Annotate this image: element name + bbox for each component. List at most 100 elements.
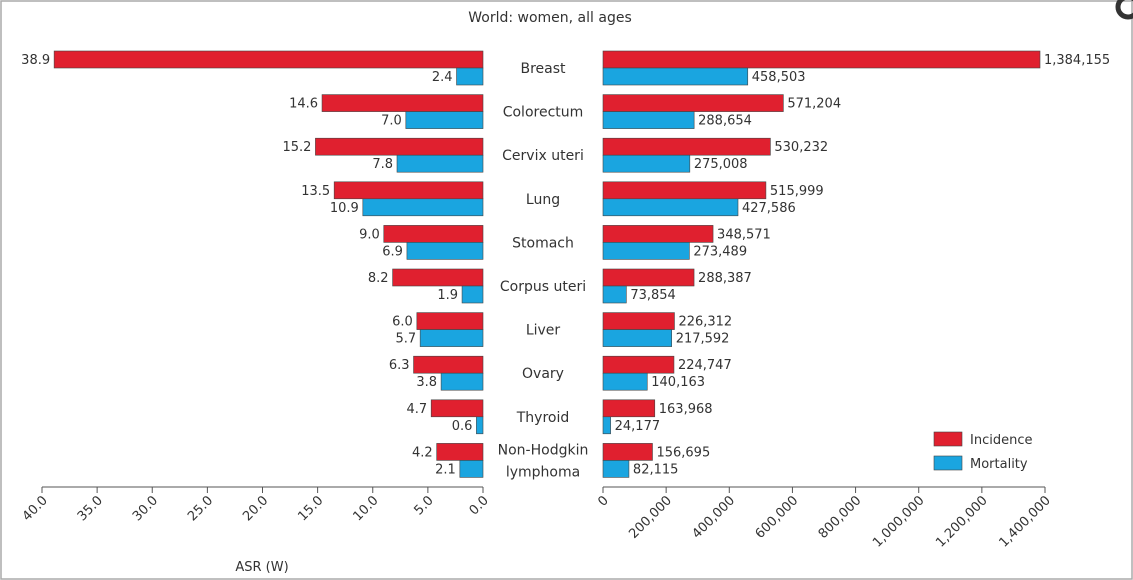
category-label: Lung xyxy=(526,192,560,208)
left-incidence-bar xyxy=(392,268,484,287)
left-incidence-bar xyxy=(416,312,484,330)
right-mortality-bar xyxy=(602,285,627,304)
category-label: Breast xyxy=(520,61,566,77)
right-incidence-value-label: 515,999 xyxy=(770,184,824,199)
category-label: Cervix uteri xyxy=(502,148,584,164)
right-incidence-value-label: 530,232 xyxy=(774,140,828,155)
right-mortality-bar xyxy=(602,329,672,347)
right-incidence-value-label: 156,695 xyxy=(656,445,710,460)
left-incidence-bar xyxy=(53,50,484,69)
right-mortality-bar xyxy=(602,198,739,217)
category-label: Ovary xyxy=(522,366,564,382)
right-mortality-bar xyxy=(602,416,611,435)
left-incidence-value-label: 14.6 xyxy=(289,97,318,112)
right-mortality-value-label: 82,115 xyxy=(633,462,679,477)
left-x-axis-label: ASR (W) xyxy=(235,560,288,575)
legend-swatch-mortality xyxy=(933,455,963,471)
right-incidence-bar xyxy=(602,355,675,374)
category-label: Stomach xyxy=(512,235,574,251)
legend-label-mortality: Mortality xyxy=(970,457,1028,472)
category-label: Colorectum xyxy=(503,105,584,121)
right-incidence-value-label: 348,571 xyxy=(717,227,771,242)
left-mortality-value-label: 5.7 xyxy=(395,332,416,347)
legend-label-incidence: Incidence xyxy=(970,433,1032,448)
right-mortality-bar xyxy=(602,154,691,173)
left-incidence-value-label: 15.2 xyxy=(282,140,311,155)
left-mortality-bar xyxy=(440,372,484,391)
left-incidence-value-label: 9.0 xyxy=(359,227,380,242)
right-mortality-value-label: 217,592 xyxy=(676,332,730,347)
left-panel: 38.9 2.4 14.6 7.0 15.2 7.8 13.510.99.06.9 8.2 1.… xyxy=(21,50,484,478)
chart-title: World: women, all ages xyxy=(468,10,632,26)
right-incidence-value-label: 224,747 xyxy=(678,358,732,373)
right-mortality-bar xyxy=(602,67,749,86)
left-mortality-bar xyxy=(476,416,484,435)
right-mortality-value-label: 427,586 xyxy=(742,201,796,216)
right-mortality-value-label: 140,163 xyxy=(651,375,705,390)
left-incidence-bar xyxy=(383,225,484,243)
right-incidence-value-label: 1,384,155 xyxy=(1044,53,1110,68)
left-mortality-bar xyxy=(461,285,484,304)
category-label: Liver xyxy=(526,323,561,339)
right-incidence-value-label: 571,204 xyxy=(787,97,841,112)
left-mortality-value-label: 3.8 xyxy=(416,375,437,390)
right-incidence-value-label: 226,312 xyxy=(678,315,732,330)
right-mortality-bar xyxy=(602,242,690,260)
left-mortality-bar xyxy=(406,242,484,260)
right-mortality-value-label: 273,489 xyxy=(693,244,747,259)
left-mortality-value-label: 7.0 xyxy=(381,114,402,129)
right-incidence-bar xyxy=(602,137,771,156)
left-incidence-bar xyxy=(430,399,484,418)
left-mortality-value-label: 10.9 xyxy=(330,201,359,216)
right-incidence-value-label: 288,387 xyxy=(698,271,752,286)
category-label: lymphoma xyxy=(506,464,580,480)
left-incidence-value-label: 13.5 xyxy=(301,184,330,199)
left-mortality-bar xyxy=(456,67,484,86)
right-panel: 1,384,155 458,503 571,204 288,654 530,232 275… xyxy=(602,50,1110,478)
right-incidence-bar xyxy=(602,94,784,112)
category-label: Thyroid xyxy=(516,410,570,426)
right-mortality-value-label: 73,854 xyxy=(630,288,676,303)
right-incidence-bar xyxy=(602,312,675,330)
category-labels: Breast Colorectum Cervix uteri Lung Stomach C… xyxy=(498,61,589,480)
right-incidence-value-label: 163,968 xyxy=(659,402,713,417)
right-incidence-bar xyxy=(602,225,714,243)
right-mortality-value-label: 24,177 xyxy=(615,419,661,434)
left-mortality-value-label: 2.1 xyxy=(435,462,456,477)
left-incidence-bar xyxy=(321,94,484,112)
left-mortality-value-label: 2.4 xyxy=(432,70,453,85)
right-incidence-bar xyxy=(602,268,695,287)
left-mortality-value-label: 0.6 xyxy=(452,419,473,434)
left-mortality-bar xyxy=(396,154,484,173)
left-mortality-value-label: 7.8 xyxy=(372,157,393,172)
right-incidence-bar xyxy=(602,181,767,200)
left-mortality-value-label: 1.9 xyxy=(437,288,458,303)
right-mortality-bar xyxy=(602,460,630,478)
left-incidence-value-label: 4.7 xyxy=(406,402,427,417)
left-mortality-bar xyxy=(419,329,484,347)
right-mortality-value-label: 288,654 xyxy=(698,114,752,129)
left-incidence-value-label: 6.3 xyxy=(389,358,410,373)
category-label: Corpus uteri xyxy=(500,279,586,295)
corner-circle-icon xyxy=(1115,0,1133,20)
right-mortality-bar xyxy=(602,372,648,391)
right-incidence-bar xyxy=(602,443,653,461)
legend-swatch-incidence xyxy=(933,431,963,447)
right-incidence-bar xyxy=(602,399,656,418)
left-incidence-bar xyxy=(436,443,484,461)
left-incidence-bar xyxy=(413,355,484,374)
left-incidence-value-label: 38.9 xyxy=(21,53,50,68)
category-label: Non-Hodgkin xyxy=(498,442,589,458)
right-mortality-bar xyxy=(602,111,695,129)
left-incidence-value-label: 4.2 xyxy=(412,445,433,460)
legend: Incidence Mortality xyxy=(933,431,1032,472)
left-incidence-value-label: 6.0 xyxy=(392,315,413,330)
left-incidence-value-label: 8.2 xyxy=(368,271,389,286)
left-mortality-bar xyxy=(362,198,484,217)
left-incidence-bar xyxy=(333,181,484,200)
right-incidence-bar xyxy=(602,50,1041,69)
right-mortality-value-label: 458,503 xyxy=(752,70,806,85)
right-mortality-value-label: 275,008 xyxy=(694,157,748,172)
